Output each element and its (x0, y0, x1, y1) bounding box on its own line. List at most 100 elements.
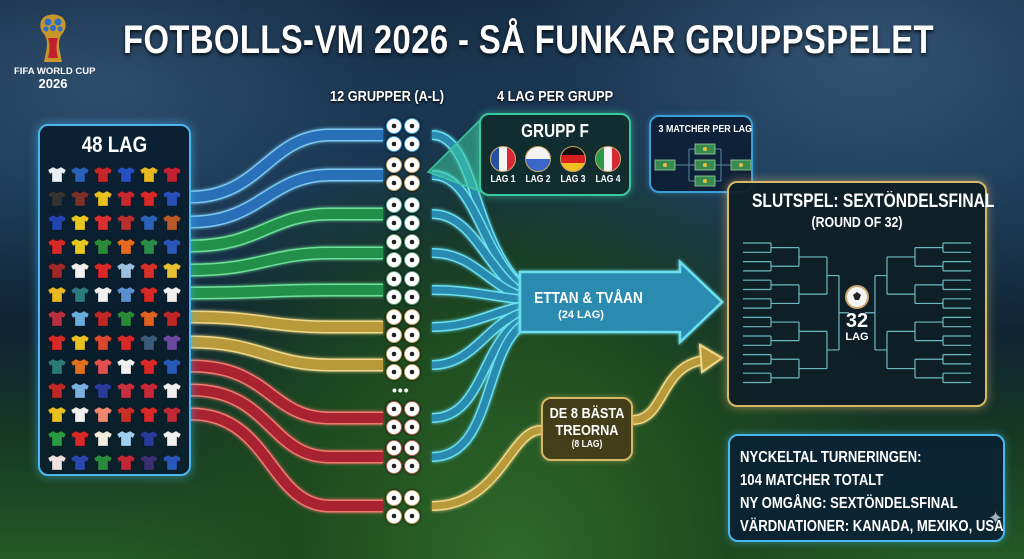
italy-flag-icon (594, 146, 621, 172)
soccer-ball-icon (386, 440, 402, 456)
knockout-team-count-label: LAG (845, 331, 869, 343)
team-shirt-icon (140, 334, 158, 351)
facts-heading: NYCKELTAL TURNERINGEN: (740, 449, 922, 466)
team-shirt-icon (117, 430, 135, 447)
team-shirt-icon (48, 262, 66, 279)
team-shirt-icon (94, 430, 112, 447)
team-shirt-icon (94, 406, 112, 423)
soccer-ball-icon (404, 197, 420, 213)
soccer-ball-icon (386, 252, 402, 268)
team-shirt-icon (71, 430, 89, 447)
team-shirt-icon (94, 238, 112, 255)
team-shirt-icon (48, 382, 66, 399)
teams-per-group-label: 4 LAG PER GRUPP (497, 88, 614, 105)
group-cluster (386, 234, 420, 268)
team-shirt-icon (71, 358, 89, 375)
knockout-bracket (743, 242, 971, 384)
soccer-ball-icon (386, 271, 402, 287)
group-f-title: GRUPP F (521, 121, 589, 141)
mini-bracket-icon (654, 143, 751, 187)
soccer-ball-icon (386, 175, 402, 191)
soccer-ball-icon (386, 364, 402, 380)
knockout-subtitle: (ROUND OF 32) (811, 214, 903, 231)
teams-panel: 48 LAG (38, 124, 191, 476)
soccer-ball-icon (386, 136, 402, 152)
soccer-ball-icon (386, 508, 402, 524)
logo-year: 2026 (38, 76, 68, 91)
best-thirds-flow (431, 343, 724, 511)
team-shirt-icon (163, 430, 181, 447)
team-shirt-icon (140, 214, 158, 231)
soccer-ball-icon (404, 309, 420, 325)
soccer-ball-icon (404, 364, 420, 380)
team-shirt-icon (140, 406, 158, 423)
team-shirt-icon (140, 358, 158, 375)
soccer-ball-icon (404, 175, 420, 191)
team-shirt-icon (71, 454, 89, 471)
soccer-ball-icon (386, 401, 402, 417)
soccer-ball-icon (404, 157, 420, 173)
soccer-ball-icon (386, 458, 402, 474)
team-shirt-icon (48, 214, 66, 231)
team-shirt-icon (71, 214, 89, 231)
facts-hosts: VÄRDNATIONER: KANADA, MEXIKO, USA (740, 518, 1004, 535)
soccer-ball-icon (404, 458, 420, 474)
team-shirt-icon (71, 310, 89, 327)
group-f-callout (426, 116, 483, 194)
soccer-ball-icon (845, 285, 869, 309)
team-shirt-icon (140, 382, 158, 399)
soccer-ball-icon (386, 346, 402, 362)
shirt-grid (40, 166, 189, 471)
soccer-ball-icon (404, 346, 420, 362)
team-shirt-icon (94, 454, 112, 471)
white-blue-flag-icon (524, 146, 551, 172)
team-shirt-icon (48, 238, 66, 255)
matches-panel: 3 MATCHER PER LAG (649, 115, 753, 193)
team-shirt-icon (163, 166, 181, 183)
soccer-ball-icon (386, 197, 402, 213)
team-shirt-icon (117, 262, 135, 279)
sparkle-icon: ✦ (988, 508, 1004, 528)
soccer-ball-icon (404, 118, 420, 134)
group-f-panel: GRUPP F LAG 1 LAG 2 LAG 3 LAG 4 (479, 113, 631, 196)
page-title: FOTBOLLS-VM 2026 - SÅ FUNKAR GRUPPSPELET (123, 18, 934, 62)
team-shirt-icon (163, 454, 181, 471)
team-shirt-icon (71, 382, 89, 399)
team-shirt-icon (117, 214, 135, 231)
best-thirds-box: DE 8 BÄSTA TREORNA (8 LAG) (541, 397, 633, 461)
band-green-3 (190, 283, 383, 300)
team-shirt-icon (140, 166, 158, 183)
team-shirt-icon (48, 166, 66, 183)
team-shirt-icon (48, 430, 66, 447)
group-f-team-3: LAG 3 (556, 146, 590, 185)
soccer-ball-icon (386, 234, 402, 250)
group-cluster (386, 346, 420, 380)
team-shirt-icon (117, 166, 135, 183)
soccer-ball-icon (386, 419, 402, 435)
trophy-icon (38, 14, 68, 66)
soccer-ball-icon (386, 327, 402, 343)
soccer-ball-icon (404, 327, 420, 343)
band-gold-1 (190, 310, 383, 334)
team-shirt-icon (94, 310, 112, 327)
team-shirt-icon (163, 238, 181, 255)
matches-title: 3 MATCHER PER LAG (658, 123, 753, 135)
band-gold-2 (190, 335, 383, 372)
team-shirt-icon (71, 166, 89, 183)
band-blue-1 (190, 128, 383, 204)
band-red-3 (190, 407, 383, 513)
key-facts-panel: NYCKELTAL TURNERINGEN: 104 MATCHER TOTAL… (728, 434, 1005, 542)
group-cluster (386, 440, 420, 474)
team-shirt-icon (94, 382, 112, 399)
team-shirt-icon (163, 214, 181, 231)
teams-panel-title: 48 LAG (81, 132, 148, 157)
band-red-2 (190, 383, 383, 464)
team-shirt-icon (140, 190, 158, 207)
team-shirt-icon (48, 310, 66, 327)
knockout-team-count: 32 (845, 310, 869, 332)
team-shirt-icon (163, 358, 181, 375)
knockout-panel: SLUTSPEL: SEXTÖNDELSFINAL (ROUND OF 32) … (727, 181, 994, 407)
logo-caption: FIFA WORLD CUP (14, 66, 96, 77)
team-shirt-icon (48, 334, 66, 351)
